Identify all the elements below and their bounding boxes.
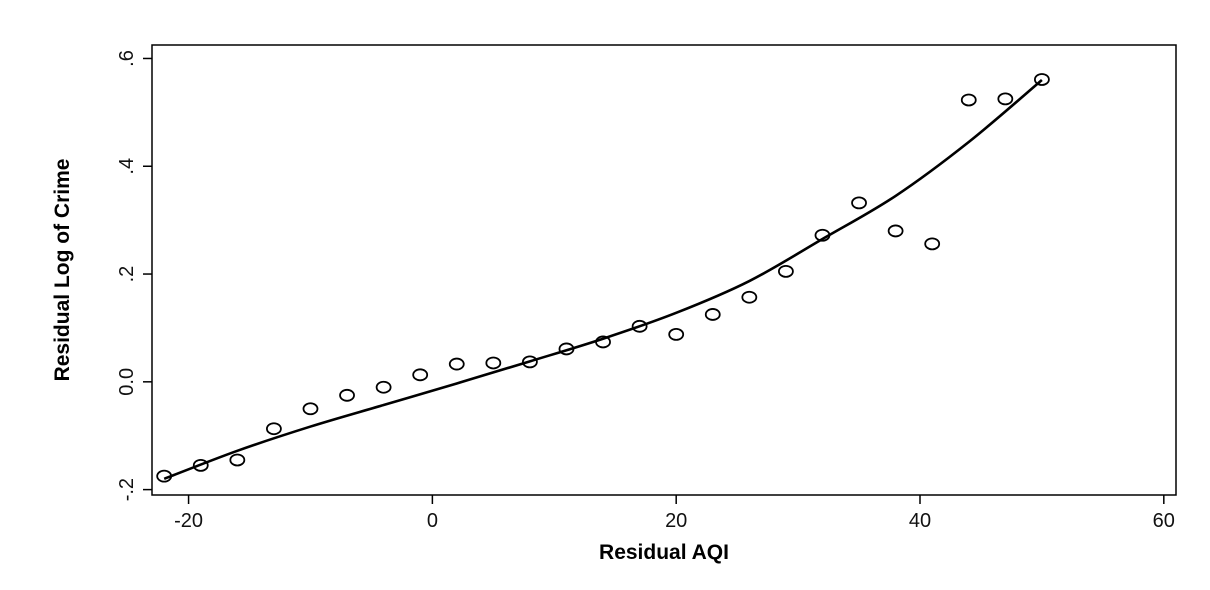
y-tick-label: -.2	[116, 478, 138, 501]
data-point	[631, 319, 648, 333]
data-point	[595, 335, 611, 349]
y-axis: -.2 0.0 .2 .4 .6	[116, 50, 152, 501]
y-tick-label: .2	[116, 266, 138, 283]
y-tick-label: .4	[116, 158, 138, 175]
x-axis-title: Residual AQI	[599, 541, 729, 564]
scatter-points	[156, 73, 1050, 483]
data-point	[997, 92, 1014, 106]
data-point	[412, 368, 429, 382]
x-tick-label: 20	[665, 510, 687, 532]
data-point	[741, 290, 758, 304]
data-point	[192, 458, 209, 472]
data-point	[887, 224, 904, 238]
data-point	[485, 356, 502, 370]
y-axis-title: Residual Log of Crime	[51, 159, 74, 382]
data-point	[851, 196, 867, 210]
data-point	[960, 93, 977, 107]
y-tick-label: .6	[116, 50, 138, 67]
data-point	[156, 469, 173, 483]
data-point	[814, 228, 831, 242]
plot-frame	[151, 44, 1177, 496]
data-point	[448, 357, 465, 371]
data-point	[266, 422, 282, 436]
data-point	[668, 328, 685, 341]
x-tick-label: 0	[427, 510, 438, 532]
x-tick-label: -20	[174, 510, 203, 532]
data-point	[522, 355, 538, 369]
data-point	[924, 237, 941, 251]
data-point	[704, 308, 721, 321]
data-point	[375, 380, 392, 394]
data-point	[558, 342, 575, 356]
data-point	[778, 264, 794, 278]
fit-line	[163, 79, 1043, 481]
y-tick-label: 0.0	[116, 368, 138, 396]
x-tick-label: 60	[1153, 510, 1175, 532]
data-point	[229, 453, 246, 467]
data-point	[339, 388, 355, 402]
x-tick-label: 40	[909, 510, 931, 532]
x-axis: -20 0 20 40 60	[174, 495, 1175, 532]
data-point	[302, 402, 319, 416]
data-point	[1034, 73, 1050, 86]
